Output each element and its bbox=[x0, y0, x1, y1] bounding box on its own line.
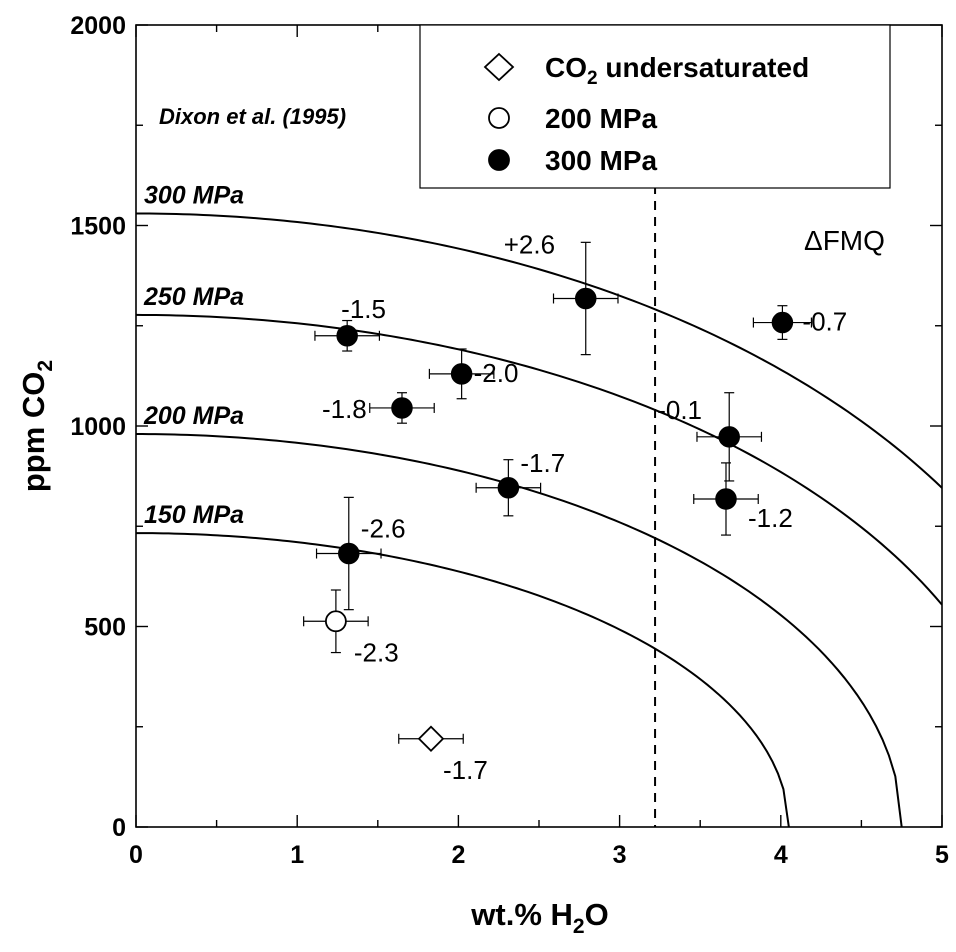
data-point-300mpa bbox=[450, 363, 473, 385]
y-axis-title-sub: 2 bbox=[34, 360, 57, 372]
delta-fmq-label: ΔFMQ bbox=[804, 225, 885, 256]
data-point-undersaturated bbox=[417, 725, 445, 753]
legend-label-300mpa: 300 MPa bbox=[545, 145, 657, 176]
isobar-label: 150 MPa bbox=[144, 501, 244, 529]
x-axis-title-sub: 2 bbox=[573, 915, 585, 938]
legend-label-undersaturated: CO2 undersaturated bbox=[545, 52, 809, 89]
point-label-dfmq: -1.7 bbox=[443, 755, 488, 785]
point-label-dfmq: -0.7 bbox=[802, 307, 847, 337]
citation-label: Dixon et al. (1995) bbox=[159, 104, 346, 129]
data-point-300mpa bbox=[391, 397, 413, 419]
point-label-dfmq: -2.0 bbox=[474, 358, 519, 388]
legend-diamond-marker bbox=[483, 52, 515, 82]
data-point-300mpa bbox=[336, 325, 358, 347]
y-tick-label: 0 bbox=[112, 814, 126, 842]
x-tick-label: 3 bbox=[613, 841, 627, 869]
isobar-curve bbox=[136, 313, 942, 606]
point-label-dfmq: -1.8 bbox=[322, 394, 367, 424]
isobar-label: 250 MPa bbox=[143, 283, 244, 311]
x-tick-label: 0 bbox=[129, 841, 143, 869]
legend: CO2 undersaturated 200 MPa 300 MPa bbox=[419, 24, 891, 189]
point-label-dfmq: -1.5 bbox=[341, 294, 386, 324]
point-label-dfmq: -0.1 bbox=[657, 395, 702, 425]
data-point-300mpa bbox=[338, 542, 360, 565]
x-tick-label: 1 bbox=[290, 841, 304, 869]
isobar-curve bbox=[136, 433, 903, 827]
y-axis-title-main: ppm CO bbox=[16, 372, 51, 493]
legend-open-circle-marker bbox=[488, 107, 510, 129]
x-tick-label: 4 bbox=[774, 841, 788, 869]
data-point-300mpa bbox=[574, 287, 597, 310]
point-label-dfmq: -2.6 bbox=[361, 514, 406, 544]
isobar-label: 300 MPa bbox=[144, 181, 244, 209]
y-tick-label: 1500 bbox=[70, 213, 126, 241]
isobar-curve bbox=[136, 212, 942, 489]
x-tick-label: 2 bbox=[451, 841, 465, 869]
data-point-300mpa bbox=[771, 311, 794, 334]
isobar-label: 200 MPa bbox=[143, 402, 244, 430]
legend-label-200mpa: 200 MPa bbox=[545, 103, 657, 134]
legend-filled-circle-marker bbox=[488, 149, 510, 171]
point-label-dfmq: -2.3 bbox=[354, 637, 399, 667]
y-tick-label: 1000 bbox=[70, 413, 126, 441]
data-point-200mpa bbox=[324, 610, 347, 633]
data-point-300mpa bbox=[497, 477, 520, 499]
y-tick-label: 2000 bbox=[70, 12, 126, 40]
y-tick-label: 500 bbox=[84, 614, 126, 642]
x-tick-label: 5 bbox=[935, 841, 949, 869]
point-label-dfmq: -1.2 bbox=[748, 503, 793, 533]
data-point-300mpa bbox=[718, 426, 740, 448]
plot-area: 0 1 2 3 4 5 0 500 1000 1500 2000 300 MPa 250 MPa 200 … bbox=[70, 12, 949, 869]
y-axis-title: ppm CO2 bbox=[16, 360, 57, 492]
x-axis-title: wt.% H2O bbox=[470, 897, 608, 938]
isobar-curve bbox=[136, 532, 790, 827]
x-axis-title-tail: O bbox=[585, 897, 609, 932]
x-axis-title-main: wt.% H bbox=[470, 897, 573, 932]
data-point-300mpa bbox=[715, 488, 737, 510]
point-label-dfmq: +2.6 bbox=[504, 229, 555, 259]
point-label-dfmq: -1.7 bbox=[520, 448, 565, 478]
